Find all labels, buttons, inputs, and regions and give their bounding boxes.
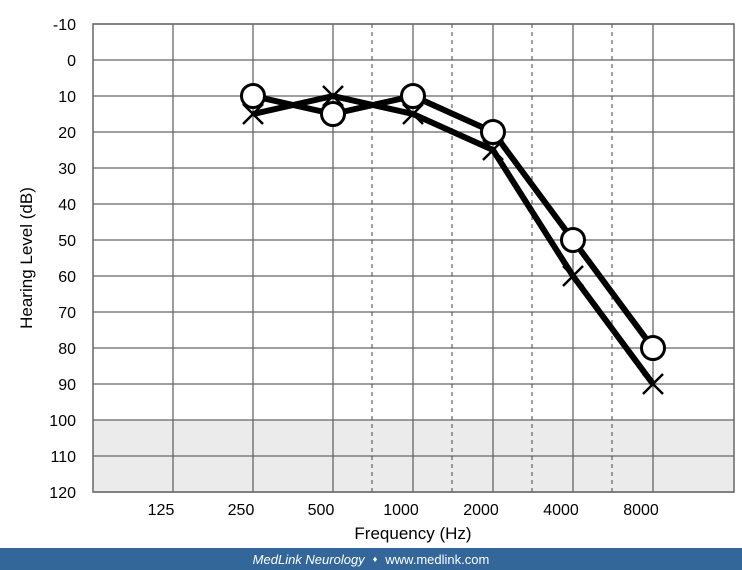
footer-bar: MedLink Neurology ♦ www.medlink.com [0,548,742,570]
x-tick-label: 2000 [463,502,499,519]
series-line-cross [252,93,656,386]
footer-separator: ♦ [372,554,378,564]
y-tick-label: -10 [53,17,76,34]
y-tick-label: 50 [58,233,76,250]
y-tick-label: 10 [58,89,76,106]
y-tick-label: 80 [58,341,76,358]
x-tick-label: 500 [308,502,335,519]
footer-url[interactable]: www.medlink.com [385,551,490,567]
y-tick-label: 90 [58,377,76,394]
cross-marker [322,85,344,107]
y-tick-label: 60 [58,269,76,286]
x-tick-label: 250 [228,502,255,519]
y-tick-label: 100 [49,413,76,430]
circle-marker [560,227,586,253]
cross-stroke [402,103,424,125]
x-tick-label: 8000 [623,502,659,519]
y-tick-label: 0 [67,53,76,70]
y-axis-title: Hearing Level (dB) [17,187,36,329]
y-tick-label: 30 [58,161,76,178]
y-tick-label: 40 [58,197,76,214]
x-tick-label: 1000 [383,502,419,519]
cross-stroke [322,85,344,107]
cross-marker [402,103,424,125]
circle-marker [320,101,346,127]
cross-stroke [242,103,264,125]
plot-frame [92,23,735,493]
cross-marker [482,139,504,161]
footer-brand: MedLink Neurology [252,551,365,567]
x-axis-title: Frequency (Hz) [354,524,471,543]
cross-stroke [642,373,664,395]
cross-marker [242,103,264,125]
circle-marker [480,119,506,145]
circle-marker [400,83,426,109]
y-tick-label: 20 [58,125,76,142]
y-tick-label: 120 [49,485,76,502]
cross-stroke [562,265,584,287]
x-tick-label: 4000 [543,502,579,519]
cross-marker [562,265,584,287]
cross-marker [642,373,664,395]
x-tick-label: 125 [148,502,175,519]
cross-stroke [482,139,504,161]
circle-marker [640,335,666,361]
audiogram-chart: -10 0 10 20 30 40 50 60 70 80 90 100 110 120 125 250 500… [17,17,735,543]
series-line-circle [252,93,656,350]
circle-marker [240,83,266,109]
y-tick-label: 70 [58,305,76,322]
y-tick-label: 110 [50,449,76,466]
